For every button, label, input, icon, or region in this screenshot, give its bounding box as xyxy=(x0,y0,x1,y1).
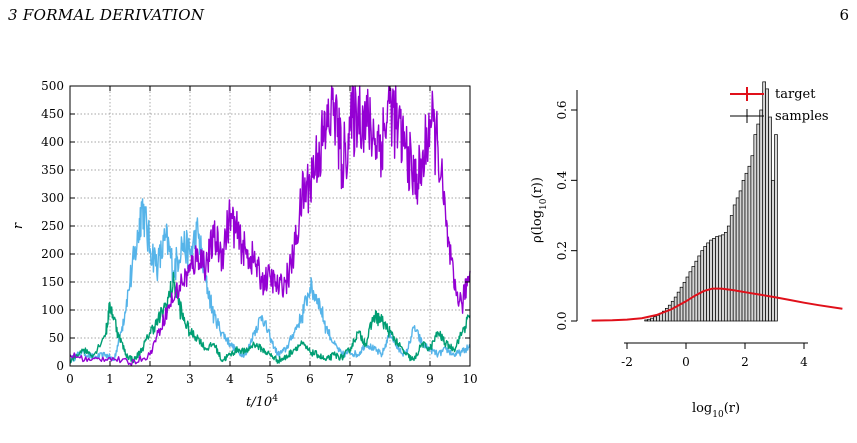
histogram-bar xyxy=(709,239,713,322)
histogram-bar xyxy=(768,116,772,322)
histogram-bar xyxy=(747,165,752,322)
histogram-bar xyxy=(644,319,649,322)
left-grid xyxy=(70,86,470,366)
histogram-bar xyxy=(653,316,657,322)
histogram-bar xyxy=(706,242,710,322)
histogram-bar xyxy=(750,155,755,322)
histogram-bar xyxy=(656,315,660,322)
histogram-bar xyxy=(715,236,719,322)
left-y-tick-labels: 0 50 100 150 200 250 300 350 400 450 500 xyxy=(41,79,64,373)
x-tick-label: 9 xyxy=(426,372,434,386)
left-chart: 0 1 2 3 4 5 6 7 8 9 10 0 50 100 150 200 250 300 350 400 450… xyxy=(11,79,478,410)
histogram-bar xyxy=(738,190,743,322)
histogram-bar xyxy=(691,266,696,322)
histogram-bar xyxy=(694,260,699,322)
x-tick-label: 8 xyxy=(386,372,394,386)
histogram-bar xyxy=(765,88,769,322)
histogram-bar xyxy=(670,300,675,322)
series-line-2 xyxy=(69,85,471,367)
histogram-bar xyxy=(726,225,731,322)
histogram-bar xyxy=(712,238,716,322)
histogram-bar xyxy=(774,134,778,322)
right-histogram-bars xyxy=(644,81,778,322)
right-y-tick-labels: 0.0 0.2 0.4 0.6 xyxy=(555,100,569,330)
right-y-axis-label: ρ(log10(r)) xyxy=(530,177,549,243)
right-x-tick-label: 2 xyxy=(741,355,749,369)
histogram-bar xyxy=(667,304,672,322)
y-tick-label: 200 xyxy=(41,247,64,261)
right-target-curve xyxy=(591,287,843,322)
histogram-bar xyxy=(703,246,708,322)
histogram-bar xyxy=(650,317,654,322)
histogram-bar xyxy=(732,204,737,322)
histogram-bar xyxy=(673,296,678,322)
right-legend: target samples xyxy=(730,87,829,124)
y-tick-label: 0 xyxy=(56,359,64,373)
series-line-1 xyxy=(69,271,471,364)
right-x-tick-label: 4 xyxy=(800,355,808,369)
legend-samples-label: samples xyxy=(775,109,829,124)
histogram-bar xyxy=(771,179,775,322)
y-tick-label: 100 xyxy=(41,303,64,317)
x-tick-label: 1 xyxy=(106,372,114,386)
left-series-group xyxy=(69,85,471,367)
x-tick-label: 5 xyxy=(266,372,274,386)
right-ticks xyxy=(571,109,805,349)
left-ticks xyxy=(69,85,471,367)
y-tick-label: 400 xyxy=(41,135,64,149)
x-tick-label: 2 xyxy=(146,372,154,386)
histogram-bar xyxy=(647,318,651,322)
y-tick-label: 50 xyxy=(49,331,64,345)
x-tick-label: 7 xyxy=(346,372,354,386)
histogram-bar xyxy=(721,234,725,322)
histogram-bar xyxy=(759,109,764,322)
y-tick-label: 450 xyxy=(41,107,64,121)
x-tick-label: 6 xyxy=(306,372,314,386)
right-y-tick-label: 0.4 xyxy=(555,170,569,189)
legend-target-label: target xyxy=(775,87,816,102)
histogram-bar xyxy=(741,179,746,322)
y-tick-label: 350 xyxy=(41,163,64,177)
histogram-bar xyxy=(723,232,728,322)
page-number: 6 xyxy=(839,6,849,24)
y-tick-label: 500 xyxy=(41,79,64,93)
right-chart: -2 0 2 4 0.0 0.2 0.4 0.6 target samples log10(… xyxy=(530,81,843,420)
histogram-bar xyxy=(756,123,761,322)
x-tick-label: 10 xyxy=(462,372,477,386)
histogram-bar xyxy=(700,250,705,322)
y-tick-label: 150 xyxy=(41,275,64,289)
x-tick-label: 3 xyxy=(186,372,194,386)
histogram-bar xyxy=(697,255,702,322)
y-tick-label: 250 xyxy=(41,219,64,233)
right-x-tick-label: 0 xyxy=(682,355,690,369)
right-y-tick-label: 0.6 xyxy=(555,100,569,119)
x-tick-label: 4 xyxy=(226,372,234,386)
left-x-axis-label: t/104 xyxy=(246,394,278,410)
left-y-axis-label: r xyxy=(11,222,26,229)
section-header: 3 FORMAL DERIVATION xyxy=(8,6,205,24)
right-x-tick-label: -2 xyxy=(621,355,633,369)
y-tick-label: 300 xyxy=(41,191,64,205)
right-x-tick-labels: -2 0 2 4 xyxy=(621,355,808,369)
right-x-axis-label: log10(r) xyxy=(692,401,740,420)
histogram-bar xyxy=(688,271,693,322)
histogram-bar xyxy=(729,215,734,322)
histogram-bar xyxy=(718,235,722,322)
left-x-tick-labels: 0 1 2 3 4 5 6 7 8 9 10 xyxy=(66,372,477,386)
histogram-bar xyxy=(762,81,767,322)
histogram-bar xyxy=(744,172,749,322)
right-y-tick-label: 0.2 xyxy=(555,241,569,260)
right-y-tick-label: 0.0 xyxy=(555,311,569,330)
histogram-bar xyxy=(735,197,740,322)
x-tick-label: 0 xyxy=(66,372,74,386)
